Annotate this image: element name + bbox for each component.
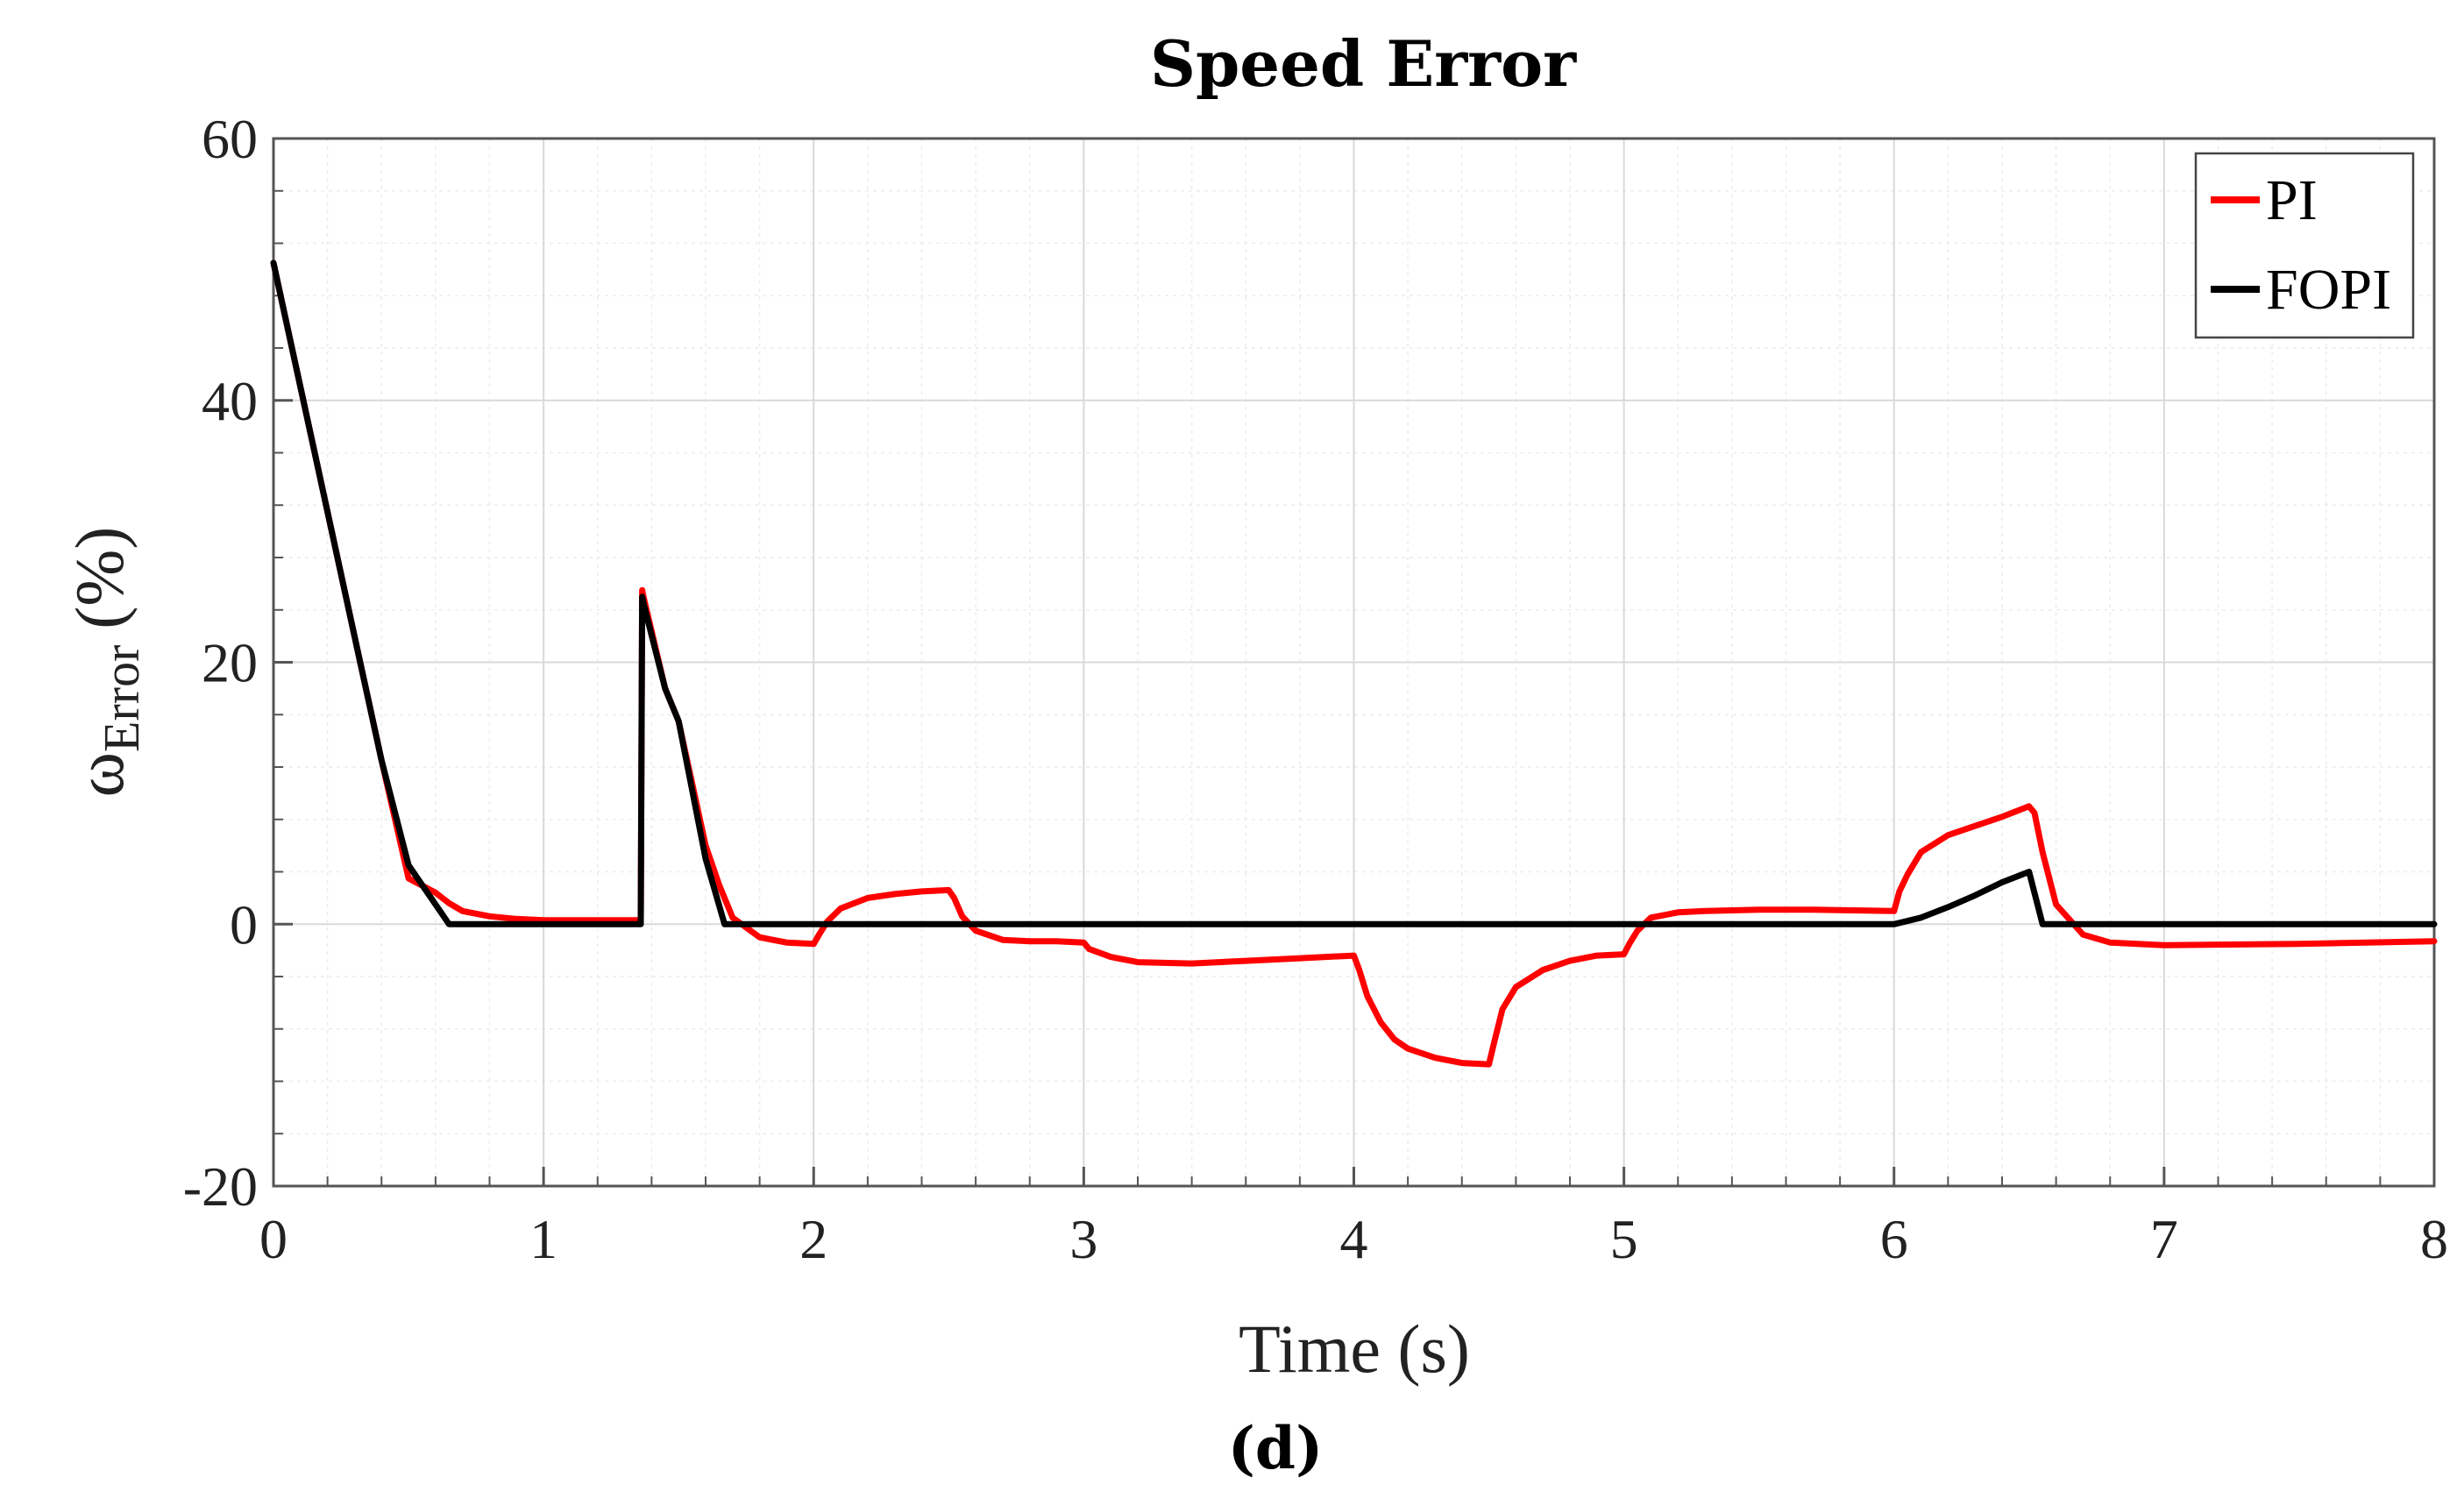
y-tick-label: 20 <box>202 632 258 694</box>
y-tick-label: -20 <box>183 1155 258 1218</box>
y-axis-label: ωError (%) <box>61 527 150 798</box>
x-tick-label: 2 <box>799 1208 827 1270</box>
y-tick-label: 60 <box>202 108 258 170</box>
y-tick-label: 0 <box>230 893 258 956</box>
x-tick-label: 8 <box>2420 1208 2448 1270</box>
legend-box <box>2194 152 2415 339</box>
y-axis-label-symbol: ω <box>61 752 138 797</box>
panel-label: (d) <box>1228 1414 1324 1482</box>
grid <box>273 138 2435 1187</box>
y-tick-labels: -20 0 20 40 60 <box>183 108 258 1218</box>
axis-tick-marks <box>272 137 2436 1188</box>
y-tick-label: 40 <box>202 370 258 432</box>
x-tick-label: 4 <box>1340 1208 1368 1270</box>
x-tick-label: 7 <box>2150 1208 2178 1270</box>
x-tick-labels: 0 1 2 3 4 5 6 7 8 <box>259 1208 2448 1270</box>
series-layer <box>270 259 2438 1068</box>
legend: PI FOPI <box>2194 152 2415 339</box>
y-axis-label-unit: (%) <box>61 527 138 629</box>
x-tick-label: 0 <box>259 1208 288 1270</box>
x-tick-label: 3 <box>1069 1208 1097 1270</box>
legend-label-fopi: FOPI <box>2266 258 2391 322</box>
series-line-fopi <box>270 259 2438 927</box>
y-axis-label-subscript: Error <box>93 645 150 752</box>
x-tick-label: 6 <box>1880 1208 1908 1270</box>
x-tick-label: 1 <box>529 1208 557 1270</box>
x-axis-label: Time (s) <box>1239 1311 1470 1387</box>
chart-title: Speed Error <box>1150 26 1577 101</box>
x-tick-label: 5 <box>1610 1208 1638 1270</box>
legend-label-pi: PI <box>2266 168 2318 232</box>
